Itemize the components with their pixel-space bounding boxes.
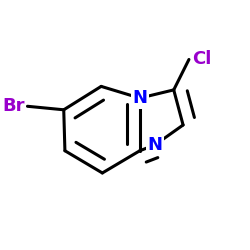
Text: N: N (132, 89, 147, 107)
Text: Br: Br (3, 97, 25, 115)
Text: N: N (148, 136, 162, 154)
Text: Cl: Cl (192, 50, 212, 68)
